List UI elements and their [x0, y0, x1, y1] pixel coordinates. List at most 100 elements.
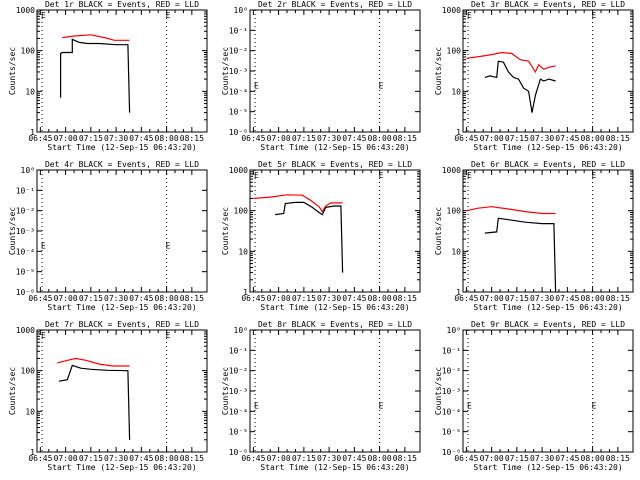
- y-tick-label: 10⁻¹: [229, 26, 248, 35]
- events-series-line: [484, 60, 556, 113]
- y-tick-label: 10⁻⁴: [16, 247, 35, 256]
- y-tick-label: 10⁻⁶: [442, 448, 461, 457]
- x-tick-label: 07:30: [317, 294, 341, 303]
- y-tick-label: 10⁰: [234, 6, 248, 15]
- x-tick-label: 07:30: [530, 134, 554, 143]
- y-tick-label: 10: [238, 247, 248, 256]
- x-tick-label: 07:30: [317, 134, 341, 143]
- x-tick-label: 07:15: [292, 134, 316, 143]
- plot-frame: [249, 9, 421, 133]
- events-series-line: [59, 38, 131, 113]
- x-axis-label: Start Time (12-Sep-15 06:43:20): [473, 143, 622, 152]
- x-tick-label: 06:45: [454, 454, 478, 463]
- plot-frame: [249, 329, 421, 453]
- x-tick-label: 08:15: [393, 134, 417, 143]
- x-tick-label: 06:45: [454, 134, 478, 143]
- x-tick-label: 07:45: [342, 294, 366, 303]
- x-tick-label: 07:45: [555, 454, 579, 463]
- x-tick-label: 08:15: [606, 294, 630, 303]
- chart-title: Det 7r BLACK = Events, RED = LLD: [45, 320, 199, 329]
- event-marker-label: E: [467, 171, 472, 180]
- x-tick-label: 07:00: [54, 454, 78, 463]
- x-tick-label: 08:00: [368, 294, 392, 303]
- event-marker-label: E: [379, 171, 384, 180]
- y-tick-label: 10⁻²: [229, 367, 248, 376]
- event-marker-label: E: [379, 402, 384, 411]
- x-tick-label: 08:15: [393, 454, 417, 463]
- y-axis-label: Counts/sec: [8, 47, 17, 95]
- x-tick-label: 08:00: [581, 134, 605, 143]
- y-tick-label: 1: [243, 288, 248, 297]
- event-marker-label: E: [592, 11, 597, 20]
- y-tick-label: 10⁻³: [229, 387, 248, 396]
- chart-panel-5: Det 5r BLACK = Events, RED = LLD 1 10 100 10…: [221, 160, 421, 312]
- y-tick-label: 100: [21, 367, 36, 376]
- event-marker-label: E: [166, 11, 171, 20]
- x-tick-label: 06:45: [241, 134, 265, 143]
- x-tick-label: 07:30: [317, 454, 341, 463]
- x-tick-label: 07:45: [555, 134, 579, 143]
- x-tick-label: 07:15: [79, 294, 103, 303]
- y-tick-label: 10⁰: [234, 326, 248, 335]
- x-tick-label: 07:00: [267, 454, 291, 463]
- x-axis-label: Start Time (12-Sep-15 06:43:20): [260, 143, 409, 152]
- x-tick-label: 08:15: [180, 294, 204, 303]
- y-tick-label: 10⁻²: [16, 207, 35, 216]
- x-tick-label: 08:00: [155, 134, 179, 143]
- lld-series-line: [253, 194, 343, 213]
- y-tick-label: 10⁻⁶: [16, 288, 35, 297]
- lld-series-line: [466, 206, 556, 215]
- event-marker-label: E: [379, 82, 384, 91]
- plot-frame: [462, 9, 634, 133]
- y-tick-label: 10⁻¹: [442, 346, 461, 355]
- y-tick-label: 1000: [229, 166, 248, 175]
- x-tick-label: 06:45: [241, 294, 265, 303]
- x-axis-label: Start Time (12-Sep-15 06:43:20): [260, 463, 409, 472]
- x-axis-label: Start Time (12-Sep-15 06:43:20): [47, 463, 196, 472]
- chart-panel-8: Det 8r BLACK = Events, RED = LLD 10⁻⁶ 10⁻⁵…: [221, 320, 421, 472]
- chart-title: Det 1r BLACK = Events, RED = LLD: [45, 0, 199, 9]
- y-tick-label: 1000: [442, 6, 461, 15]
- x-tick-label: 06:45: [28, 294, 52, 303]
- x-tick-label: 07:00: [54, 134, 78, 143]
- x-tick-label: 08:00: [581, 454, 605, 463]
- x-tick-label: 07:45: [555, 294, 579, 303]
- x-axis-label: Start Time (12-Sep-15 06:43:20): [47, 303, 196, 312]
- y-tick-label: 10⁻²: [442, 367, 461, 376]
- y-tick-label: 10⁻¹: [16, 186, 35, 195]
- y-tick-label: 10⁻⁵: [16, 268, 35, 277]
- lld-series-line: [62, 34, 130, 41]
- y-tick-label: 10⁻⁵: [229, 428, 248, 437]
- x-tick-label: 08:00: [368, 134, 392, 143]
- x-tick-label: 07:00: [267, 134, 291, 143]
- y-tick-label: 1000: [442, 166, 461, 175]
- x-tick-label: 07:45: [342, 454, 366, 463]
- x-tick-label: 07:15: [79, 134, 103, 143]
- chart-title: Det 8r BLACK = Events, RED = LLD: [258, 320, 412, 329]
- x-tick-label: 06:45: [28, 454, 52, 463]
- event-marker-label: E: [41, 11, 46, 20]
- x-tick-label: 07:00: [480, 294, 504, 303]
- x-tick-label: 07:30: [104, 294, 128, 303]
- chart-title: Det 5r BLACK = Events, RED = LLD: [258, 160, 412, 169]
- event-marker-label: E: [254, 171, 259, 180]
- y-tick-label: 10⁻⁶: [229, 448, 248, 457]
- events-series-line: [275, 201, 344, 273]
- chart-panel-7: Det 7r BLACK = Events, RED = LLD 1 10 100 10…: [8, 320, 208, 472]
- y-tick-label: 10⁻³: [16, 227, 35, 236]
- lld-series-line: [466, 51, 556, 74]
- x-tick-label: 06:45: [241, 454, 265, 463]
- event-marker-label: E: [592, 402, 597, 411]
- chart-panel-4: Det 4r BLACK = Events, RED = LLD 10⁻⁶ 10⁻⁵…: [8, 160, 208, 312]
- y-tick-label: 1: [30, 448, 35, 457]
- x-tick-label: 07:30: [530, 294, 554, 303]
- plot-frame: [36, 169, 208, 293]
- y-axis-label: Counts/sec: [434, 207, 443, 255]
- y-tick-label: 100: [447, 207, 462, 216]
- x-tick-label: 07:45: [129, 294, 153, 303]
- x-tick-label: 06:45: [454, 294, 478, 303]
- x-tick-label: 07:15: [79, 454, 103, 463]
- plot-frame: [36, 9, 208, 133]
- y-tick-label: 100: [447, 47, 462, 56]
